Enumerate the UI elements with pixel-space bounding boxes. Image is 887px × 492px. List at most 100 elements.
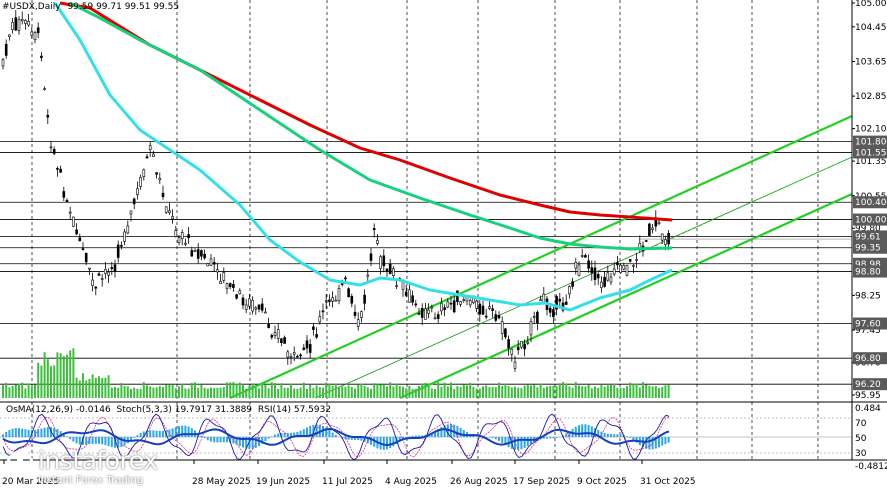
- y-tick-label: 104.45: [855, 23, 887, 33]
- price-box-bg: [853, 378, 887, 391]
- volume-bar: [213, 387, 216, 398]
- candle-body: [452, 300, 456, 313]
- y-tick-label: 98.25: [855, 291, 881, 301]
- osma-bar: [142, 431, 145, 437]
- symbol-timeframe: #USDX,Daily: [2, 2, 61, 12]
- volume-bar: [654, 386, 657, 398]
- price-level-box: 100.00: [853, 213, 887, 226]
- candle-body: [587, 260, 590, 269]
- x-tick-label: 20 Mar 2025: [2, 477, 59, 487]
- candle-body: [628, 259, 632, 262]
- candle-body: [510, 348, 514, 355]
- price-level-box: 100.40: [853, 196, 887, 209]
- watermark-name: instaforex: [38, 446, 158, 475]
- candle-body: [257, 304, 261, 310]
- candle-body: [664, 239, 667, 245]
- volume-bar: [440, 386, 443, 398]
- volume-bar: [11, 385, 14, 398]
- volume-bar: [181, 383, 184, 398]
- volume-bar: [629, 382, 632, 398]
- osma-bar: [648, 437, 651, 450]
- osma-bar: [437, 428, 440, 437]
- osma-bar: [635, 437, 638, 443]
- candle-body: [475, 300, 478, 309]
- candle-body: [56, 168, 59, 170]
- osma-bar: [14, 428, 17, 437]
- candle-body: [609, 276, 613, 283]
- volume-bar: [197, 387, 200, 398]
- osma-bar: [325, 427, 328, 437]
- osma-bar: [232, 437, 235, 444]
- volume-bar: [302, 382, 305, 398]
- volume-bar: [322, 387, 324, 398]
- osma-bar: [402, 437, 404, 440]
- volume-bar: [370, 388, 372, 398]
- candle-body: [180, 232, 184, 240]
- volume-bar: [526, 384, 529, 398]
- volume-bar: [411, 388, 414, 398]
- volume-bar: [139, 388, 142, 398]
- volume-bar: [21, 382, 24, 398]
- axes: [0, 0, 887, 461]
- price-box-label: 100.40: [855, 198, 887, 208]
- volume-bar: [261, 383, 264, 398]
- osma-bar: [69, 437, 72, 440]
- osma-bar: [645, 437, 648, 449]
- candle-body: [430, 306, 434, 309]
- osma-bar: [283, 432, 286, 437]
- candle-body: [132, 198, 136, 205]
- osma-bar: [386, 437, 388, 450]
- osma-bar: [190, 428, 193, 437]
- volume-bar: [238, 382, 241, 398]
- candle-body: [312, 326, 315, 330]
- candle-body: [344, 277, 347, 280]
- volume-bar: [530, 385, 532, 398]
- volume-bar: [606, 385, 609, 398]
- osma-bar: [616, 434, 619, 437]
- candle-body: [478, 303, 482, 315]
- osma-bar: [574, 426, 577, 437]
- osma-bar: [43, 427, 46, 437]
- price-box-bg: [853, 230, 887, 243]
- indicator-panel: [0, 401, 887, 461]
- moving-average-red: [59, 1, 673, 222]
- candle-body: [225, 283, 229, 289]
- candle-body: [212, 262, 216, 265]
- candle-body: [648, 223, 651, 236]
- volume-bar: [462, 384, 465, 398]
- volume-bar: [46, 359, 49, 398]
- candle-body: [404, 291, 408, 296]
- candle-body: [584, 255, 587, 258]
- candle-body: [657, 221, 661, 225]
- candle-body: [46, 114, 50, 118]
- osma-bar: [526, 437, 529, 447]
- volume-bar: [283, 387, 286, 398]
- volume-bar: [395, 384, 398, 398]
- candle-body: [43, 88, 46, 90]
- osma-bar: [664, 437, 667, 445]
- candle-body: [177, 237, 181, 243]
- candle-body: [356, 319, 360, 327]
- osma-bar: [245, 437, 248, 449]
- osma-bar: [261, 437, 264, 444]
- volume-bar: [648, 385, 651, 398]
- osma-bar: [555, 437, 558, 438]
- candle-body: [580, 255, 584, 257]
- volume-bar: [88, 378, 91, 398]
- y-tick-label: 99.80: [855, 224, 881, 234]
- candle-body: [164, 206, 168, 213]
- volume-bar: [475, 388, 478, 398]
- trend-channel: [229, 114, 853, 400]
- osma-bar: [37, 429, 40, 437]
- candle-body: [334, 299, 338, 302]
- candle-body: [27, 20, 30, 26]
- osma-bar: [203, 437, 206, 439]
- volume-bar: [523, 385, 526, 398]
- volume-bar: [574, 382, 577, 398]
- volume-bar: [661, 387, 664, 398]
- osma-bar: [606, 433, 609, 437]
- volume-bar: [469, 382, 472, 398]
- candle-body: [564, 301, 568, 305]
- candle-body: [593, 267, 597, 280]
- osma-bar: [158, 430, 161, 437]
